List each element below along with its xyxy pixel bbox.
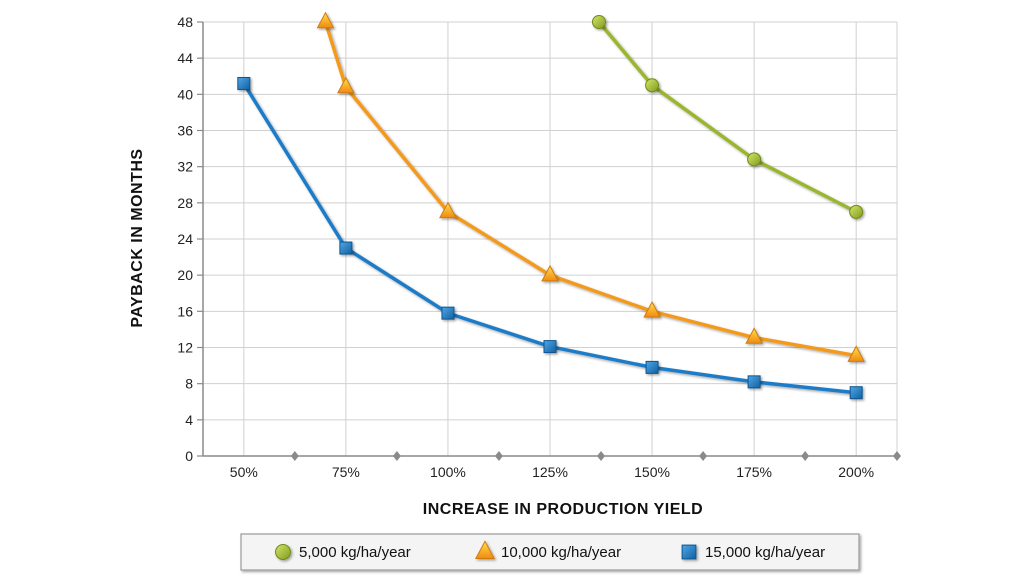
data-point-triangle — [474, 540, 496, 560]
x-tick-diamond — [801, 451, 810, 461]
series-circle — [591, 15, 864, 219]
x-axis-title: INCREASE IN PRODUCTION YIELD — [423, 501, 703, 518]
y-tick-label: 0 — [185, 448, 193, 464]
y-tick-label: 40 — [177, 86, 193, 102]
data-point-square — [681, 544, 697, 560]
y-tick-label: 32 — [177, 159, 193, 175]
legend-label: 10,000 kg/ha/year — [501, 544, 621, 561]
x-tick-label: 150% — [634, 464, 670, 480]
y-tick-label: 44 — [177, 50, 193, 66]
x-tick-diamond — [893, 451, 901, 461]
x-tick-label: 50% — [230, 464, 258, 480]
x-tick-label: 125% — [532, 464, 568, 480]
legend-item: 10,000 kg/ha/year — [474, 540, 621, 561]
legend-item: 5,000 kg/ha/year — [275, 544, 411, 561]
data-point-triangle — [745, 327, 763, 344]
x-tick-labels: 50% 75% 100% 125% 150% 175% 200% — [230, 464, 874, 480]
series-line — [597, 20, 857, 214]
data-point-triangle — [847, 345, 866, 362]
x-tick-diamond — [392, 451, 401, 461]
y-tick-label: 28 — [177, 195, 193, 211]
data-point-square — [747, 375, 761, 389]
y-tick-label: 4 — [185, 412, 193, 428]
y-tick-label: 36 — [177, 123, 193, 139]
data-point-circle — [747, 152, 762, 167]
y-tick-label: 48 — [177, 14, 193, 30]
x-tick-diamond — [290, 451, 299, 461]
x-tick-label: 75% — [332, 464, 360, 480]
y-tick-label: 16 — [177, 303, 193, 319]
y-tick-label: 24 — [177, 231, 193, 247]
series-line — [323, 21, 857, 358]
legend-box — [240, 533, 860, 571]
series-group — [237, 11, 866, 400]
data-point-triangle — [541, 264, 559, 282]
grid-lines — [203, 21, 898, 456]
legend: 5,000 kg/ha/year 10,000 kg/ha/year 15,000 … — [240, 533, 860, 571]
data-point-square — [543, 340, 557, 354]
x-tick-diamond — [699, 451, 708, 461]
legend-item: 15,000 kg/ha/year — [681, 544, 825, 561]
x-tick-diamond — [597, 451, 606, 461]
y-tick-label: 20 — [177, 267, 193, 283]
data-point-triangle — [643, 300, 661, 318]
data-point-circle — [645, 78, 660, 93]
x-tick-label: 200% — [838, 464, 874, 480]
series-square — [237, 76, 863, 400]
data-point-square — [339, 241, 353, 255]
y-tick-label: 8 — [185, 376, 193, 392]
data-point-triangle — [316, 11, 335, 29]
data-point-circle — [591, 15, 606, 29]
data-point-circle — [849, 204, 864, 219]
x-tick-label: 175% — [736, 464, 772, 480]
data-point-square — [441, 306, 455, 320]
legend-label: 15,000 kg/ha/year — [705, 544, 825, 561]
data-point-circle — [275, 544, 291, 560]
data-point-square — [237, 76, 251, 90]
x-tick-diamond — [494, 451, 503, 461]
x-tick-label: 100% — [430, 464, 466, 480]
y-tick-label: 12 — [177, 340, 193, 356]
data-point-square — [849, 386, 863, 400]
data-point-square — [645, 360, 659, 374]
y-axis-title: PAYBACK IN MONTHS — [129, 148, 146, 327]
data-point-triangle — [439, 201, 457, 219]
x-tick-marks — [290, 451, 901, 461]
legend-label: 5,000 kg/ha/year — [299, 544, 411, 561]
series-triangle — [316, 11, 866, 362]
data-point-triangle — [337, 76, 355, 94]
